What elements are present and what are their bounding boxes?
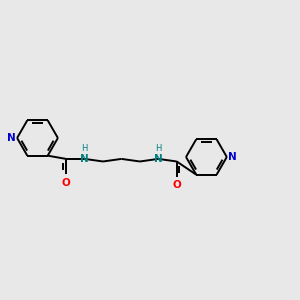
Text: H: H: [155, 144, 161, 153]
Text: N: N: [154, 154, 163, 164]
Text: O: O: [172, 180, 181, 190]
Text: N: N: [80, 154, 89, 164]
Text: H: H: [81, 144, 88, 153]
Text: O: O: [61, 178, 70, 188]
Text: N: N: [228, 152, 237, 162]
Text: N: N: [7, 133, 16, 143]
